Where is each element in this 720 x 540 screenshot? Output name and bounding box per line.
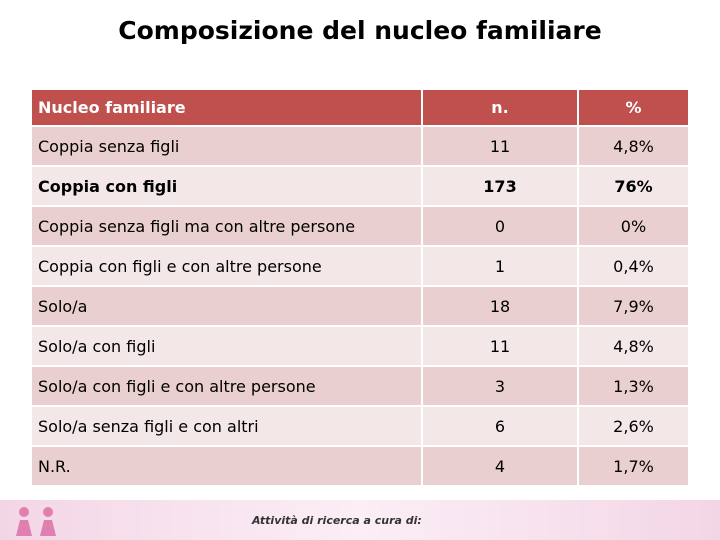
- table-row: Solo/a con figli 11 4,8%: [32, 326, 690, 367]
- value-cell: 4,8%: [578, 126, 690, 167]
- value-cell: 1,7%: [578, 446, 690, 487]
- label-cell: Solo/a con figli: [32, 326, 423, 367]
- value-cell: 7,9%: [578, 286, 690, 327]
- value-cell: 0%: [578, 206, 690, 247]
- value-cell: 3: [422, 366, 579, 407]
- value-cell: 2,6%: [578, 406, 690, 447]
- value-cell: 76%: [578, 166, 690, 207]
- header-row: Nucleo familiare n.%: [32, 90, 690, 127]
- value-cell: 11: [422, 126, 579, 167]
- table-row: N.R. 4 1,7%: [32, 446, 690, 487]
- value-cell: 173: [422, 166, 579, 207]
- table-row: Solo/a 18 7,9%: [32, 286, 690, 327]
- value-cell: 4,8%: [578, 326, 690, 367]
- label-cell: Solo/a con figli e con altre persone: [32, 366, 423, 407]
- label-cell: Solo/a: [32, 286, 423, 327]
- page-title: Composizione del nucleo familiare: [118, 16, 602, 45]
- table-row: Coppia senza figli ma con altre persone 0…: [32, 206, 690, 247]
- column-header: Nucleo familiare: [32, 90, 423, 127]
- column-header: %: [578, 90, 690, 127]
- label-cell: Coppia con figli e con altre persone: [32, 246, 423, 287]
- label-cell: N.R.: [32, 446, 423, 487]
- table-row: Solo/a senza figli e con altri 6 2,6%: [32, 406, 690, 447]
- label-cell: Coppia senza figli: [32, 126, 423, 167]
- table-row: Coppia con figli e con altre persone 1 0,4…: [32, 246, 690, 287]
- footer-banner: Attività di ricerca a cura di:: [0, 500, 720, 540]
- value-cell: 4: [422, 446, 579, 487]
- value-cell: 11: [422, 326, 579, 367]
- label-cell: Solo/a senza figli e con altri: [32, 406, 423, 447]
- value-cell: 1,3%: [578, 366, 690, 407]
- column-header: n.: [422, 90, 579, 127]
- value-cell: 0,4%: [578, 246, 690, 287]
- value-cell: 1: [422, 246, 579, 287]
- table-row: Coppia senza figli 11 4,8%: [32, 126, 690, 167]
- family-icon: [16, 507, 56, 536]
- table-row: Coppia con figli 173 76%: [32, 166, 690, 207]
- data-table: Nucleo familiare n.% Coppia senza figli 11…: [32, 90, 690, 487]
- label-cell: Coppia senza figli ma con altre persone: [32, 206, 423, 247]
- value-cell: 6: [422, 406, 579, 447]
- value-cell: 18: [422, 286, 579, 327]
- table-row: Solo/a con figli e con altre persone 3 1,3…: [32, 366, 690, 407]
- value-cell: 0: [422, 206, 579, 247]
- label-cell: Coppia con figli: [32, 166, 423, 207]
- footer-text: Attività di ricerca a cura di:: [252, 514, 422, 527]
